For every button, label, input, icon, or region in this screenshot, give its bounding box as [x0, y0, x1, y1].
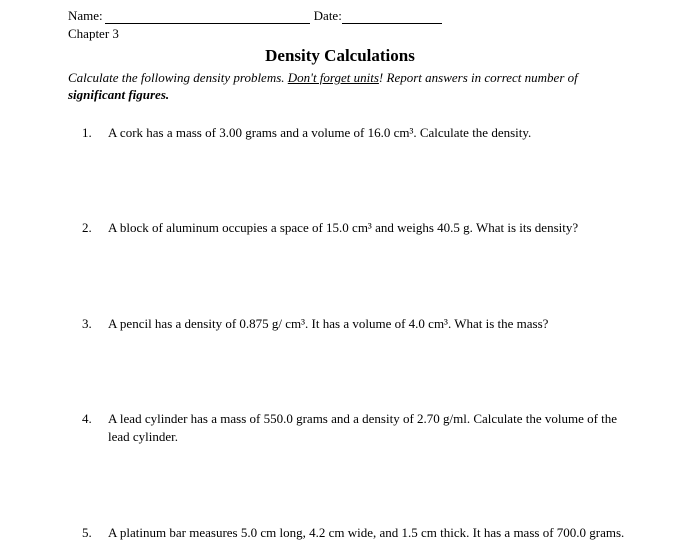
header-row: Name: Date: [68, 8, 632, 24]
question-number: 5. [82, 524, 104, 542]
instructions-part1: Calculate the following density problems… [68, 70, 288, 85]
question-number: 2. [82, 219, 104, 237]
instructions-underlined: Don't forget units [288, 70, 379, 85]
question-item: 1. A cork has a mass of 3.00 grams and a… [82, 124, 632, 142]
question-number: 1. [82, 124, 104, 142]
question-text: A cork has a mass of 3.00 grams and a vo… [108, 124, 531, 142]
instructions-bold: significant figures. [68, 87, 169, 102]
page-title: Density Calculations [48, 46, 632, 66]
name-label: Name: [68, 8, 103, 24]
question-item: 4. A lead cylinder has a mass of 550.0 g… [82, 410, 632, 445]
date-blank [342, 8, 442, 24]
instructions: Calculate the following density problems… [68, 70, 632, 104]
name-blank [105, 8, 310, 24]
question-text: A lead cylinder has a mass of 550.0 gram… [108, 410, 632, 445]
chapter-label: Chapter 3 [68, 26, 632, 42]
question-item: 5. A platinum bar measures 5.0 cm long, … [82, 524, 632, 542]
question-list: 1. A cork has a mass of 3.00 grams and a… [68, 124, 632, 541]
question-text: A block of aluminum occupies a space of … [108, 219, 578, 237]
question-number: 3. [82, 315, 104, 333]
question-text: A pencil has a density of 0.875 g/ cm³. … [108, 315, 548, 333]
date-label: Date: [314, 8, 342, 24]
question-text: A platinum bar measures 5.0 cm long, 4.2… [108, 524, 624, 542]
question-item: 2. A block of aluminum occupies a space … [82, 219, 632, 237]
question-number: 4. [82, 410, 104, 445]
question-item: 3. A pencil has a density of 0.875 g/ cm… [82, 315, 632, 333]
instructions-part2: ! Report answers in correct number of [379, 70, 578, 85]
